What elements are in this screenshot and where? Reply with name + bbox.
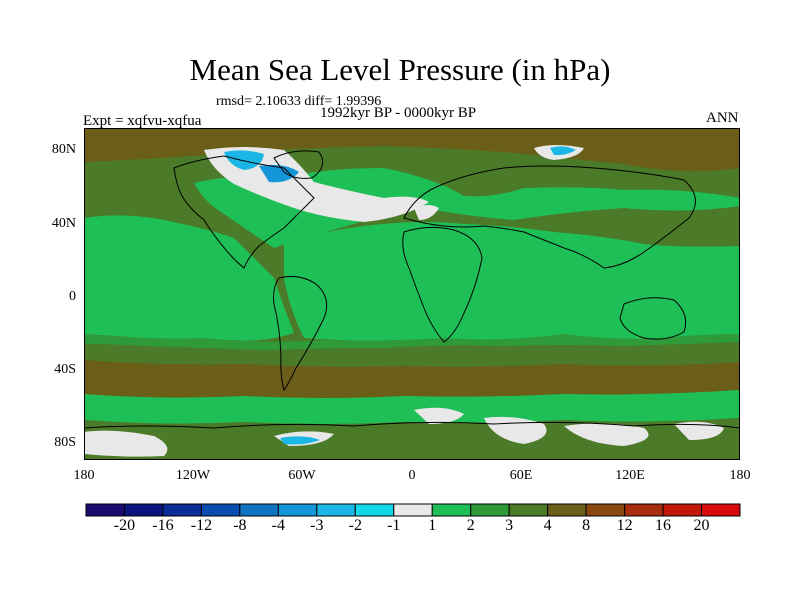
coast-australia [619, 297, 687, 340]
colorbar-box [277, 503, 318, 517]
colorbar-box [85, 503, 125, 517]
colorbar-box [662, 503, 703, 517]
lon-label-120w: 120W [175, 468, 211, 483]
rmsd-diff-stats: rmsd= 2.10633 diff= 1.99396 [216, 94, 382, 109]
colorbar-box [123, 503, 164, 517]
pressure-map [84, 128, 740, 460]
field-antarctic-white-6 [674, 421, 724, 440]
field-north-america-white [204, 147, 429, 222]
coastlines [84, 150, 740, 429]
colorbar-label: -1 [387, 517, 401, 534]
time-period: 1992kyr BP - 0000kyr BP [320, 105, 477, 121]
colorbar-box [585, 503, 626, 517]
colorbar-box [547, 503, 587, 517]
colorbar-box [200, 503, 241, 517]
lon-label-180e: 180 [729, 468, 751, 483]
field-arctic-brown [84, 128, 740, 172]
field-antarctic-white-5 [564, 423, 649, 446]
field-siberia-cyan [550, 146, 576, 156]
colorbar-box [354, 503, 395, 517]
colorbar-label: 16 [655, 517, 672, 534]
colorbar-label: -3 [310, 517, 324, 534]
field-atlantic-white [414, 205, 439, 220]
colorbar-label: -16 [152, 517, 174, 534]
colorbar-box [162, 503, 202, 517]
field-antarctic-white-3 [414, 407, 464, 424]
field-greenland-cyan [224, 150, 264, 170]
lon-label-0: 0 [408, 468, 416, 483]
coast-south-america [273, 276, 328, 392]
lat-label-0: 0 [69, 289, 76, 304]
colorbar-box [470, 503, 510, 517]
coast-greenland [273, 150, 324, 179]
colorbar-label: 12 [616, 517, 633, 534]
lon-label-60w: 60W [288, 468, 316, 483]
colorbar-box [701, 503, 741, 517]
colorbar-label: 2 [466, 517, 475, 534]
colorbar-label: -2 [348, 517, 362, 534]
colorbar-label: -12 [190, 517, 213, 534]
colorbar-box [431, 503, 472, 517]
colorbar-label: 20 [693, 517, 710, 534]
map-title: Mean Sea Level Pressure (in hPa) [189, 52, 611, 87]
colorbar-box [508, 503, 549, 517]
colorbar-label: -8 [233, 517, 247, 534]
lon-label-120e: 120E [615, 468, 645, 483]
coast-africa [402, 226, 483, 343]
experiment-label: Expt = xqfvu-xqfua [83, 113, 202, 129]
field-southern-green [84, 390, 740, 424]
field-antarctic-cyan [280, 436, 320, 445]
colorbar-label: 3 [505, 517, 514, 534]
field-central-green [284, 222, 740, 342]
lat-label-40n: 40N [51, 216, 76, 231]
colorbar [85, 503, 741, 517]
field-pacific-green [84, 215, 294, 341]
map-frame [84, 128, 740, 460]
lat-label-80n: 80N [51, 142, 76, 157]
colorbar-label: -20 [113, 517, 136, 534]
coast-north-america [173, 155, 315, 269]
colorbar-label: 8 [582, 517, 591, 534]
colorbar-box [316, 503, 356, 517]
colorbar-box [239, 503, 279, 517]
colorbar-label: 1 [428, 517, 437, 534]
field-canada-cyan [259, 164, 299, 183]
lon-label-180w: 180 [73, 468, 95, 483]
colorbar-label: -4 [271, 517, 285, 534]
colorbar-box [624, 503, 664, 517]
field-southern-brown [84, 360, 740, 398]
season-label: ANN [706, 110, 739, 126]
colorbar-box [393, 503, 433, 517]
coast-antarctica [84, 421, 740, 429]
colorbar-label: 4 [543, 517, 552, 534]
lon-label-60e: 60E [509, 468, 533, 483]
lat-label-80s: 80S [54, 435, 76, 450]
field-south-green [84, 334, 740, 350]
coast-eurasia [403, 165, 696, 269]
lat-label-40s: 40S [54, 362, 76, 377]
field-antarctic-white-1 [84, 430, 168, 457]
